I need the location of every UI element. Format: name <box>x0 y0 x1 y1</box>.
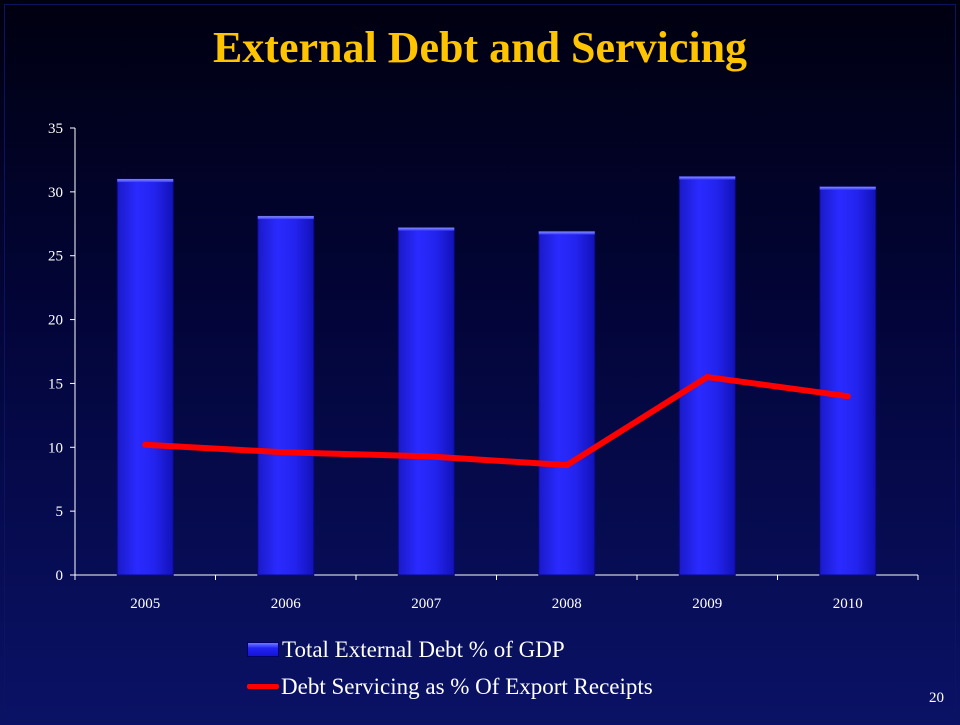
line-point-2006 <box>285 451 287 453</box>
y-tick-label: 20 <box>48 313 63 329</box>
debt-servicing-line <box>142 374 851 469</box>
y-tick-label: 10 <box>48 440 63 456</box>
bar-2005 <box>116 178 174 576</box>
line-point-2010 <box>847 395 849 397</box>
bar-top <box>679 176 736 180</box>
bar <box>819 186 877 576</box>
line-point-2007 <box>425 455 427 457</box>
bar-layer <box>116 176 877 576</box>
x-tick-label: 2005 <box>130 596 160 612</box>
bar-top <box>538 231 595 235</box>
legend-label-debt: Total External Debt % of GDP <box>282 636 565 662</box>
line-point-2005 <box>144 444 146 446</box>
bar-top <box>819 186 876 190</box>
axis-layer: 0 5 10 15 20 25 30 35 2005 2006 2007 2008 2009 2010 <box>48 121 919 612</box>
bar-2007 <box>397 227 455 576</box>
bar <box>257 215 315 576</box>
y-tick-label: 5 <box>56 504 64 520</box>
legend-item-servicing: Debt Servicing as % Of Export Receipts <box>247 668 653 705</box>
bar-top <box>257 216 314 220</box>
y-tick-label: 30 <box>48 185 63 201</box>
y-tick-label: 0 <box>56 568 64 584</box>
legend-label-servicing: Debt Servicing as % Of Export Receipts <box>281 673 653 699</box>
x-tick-label: 2008 <box>552 596 582 612</box>
x-tick-label: 2009 <box>692 596 722 612</box>
bar-top <box>117 179 174 183</box>
bar-2010 <box>819 186 877 576</box>
chart-legend: Total External Debt % of GDP Debt Servic… <box>247 631 653 705</box>
y-tick-label: 35 <box>48 121 63 137</box>
bar-top <box>398 227 455 231</box>
bar <box>116 178 174 576</box>
line-layer <box>142 374 851 469</box>
legend-item-debt: Total External Debt % of GDP <box>247 631 653 668</box>
line-point-2008 <box>566 464 568 466</box>
x-tick-label: 2007 <box>411 596 442 612</box>
bar <box>538 230 596 576</box>
x-tick-label: 2010 <box>833 596 863 612</box>
slide-title: External Debt and Servicing <box>212 23 748 72</box>
y-tick-label: 25 <box>48 249 63 265</box>
line-point-2009 <box>706 376 708 378</box>
y-tick-label: 15 <box>48 376 63 392</box>
bar-2006 <box>257 215 315 576</box>
bar <box>397 227 455 576</box>
legend-line-swatch <box>247 684 279 689</box>
bar-2008 <box>538 230 596 576</box>
legend-bar-swatch <box>247 642 279 657</box>
page-number: 20 <box>929 690 944 706</box>
x-tick-label: 2006 <box>271 596 302 612</box>
